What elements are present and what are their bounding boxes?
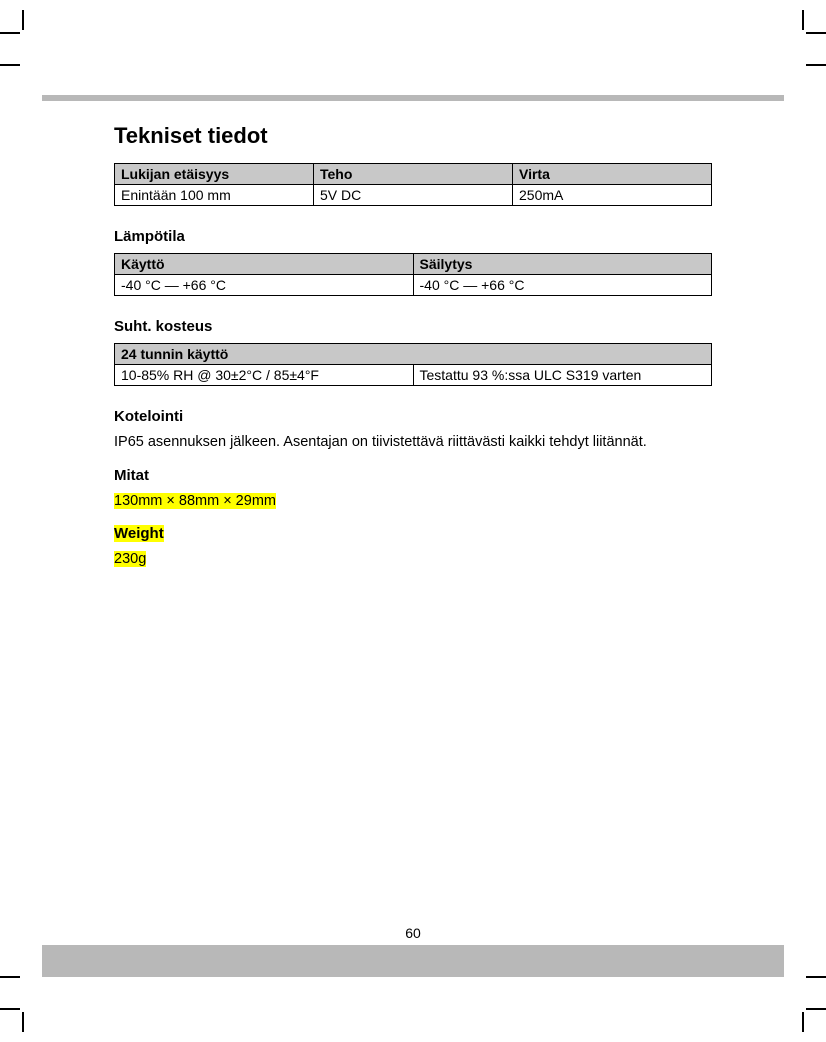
section-heading-enclosure: Kotelointi bbox=[114, 408, 712, 425]
enclosure-text: IP65 asennuksen jälkeen. Asentajan on ti… bbox=[114, 433, 712, 453]
section-heading-weight: Weight bbox=[114, 525, 712, 542]
crop-mark bbox=[0, 64, 20, 66]
weight-text: 230g bbox=[114, 550, 712, 570]
table-cell: -40 °C — +66 °C bbox=[115, 275, 414, 296]
spec-table-humidity: 24 tunnin käyttö 10-85% RH @ 30±2°C / 85… bbox=[114, 343, 712, 386]
crop-mark bbox=[806, 32, 826, 34]
page-number: 60 bbox=[42, 925, 784, 941]
crop-mark bbox=[22, 10, 24, 30]
crop-mark bbox=[0, 1008, 20, 1010]
table-cell: 250mA bbox=[513, 185, 712, 206]
crop-mark bbox=[806, 976, 826, 978]
dimensions-value: 130mm × 88mm × 29mm bbox=[114, 493, 276, 509]
crop-mark bbox=[802, 1012, 804, 1032]
crop-mark bbox=[806, 1008, 826, 1010]
crop-mark bbox=[802, 10, 804, 30]
weight-value: 230g bbox=[114, 551, 146, 567]
table-header: Lukijan etäisyys bbox=[115, 164, 314, 185]
bottom-bar bbox=[42, 945, 784, 977]
weight-heading: Weight bbox=[114, 525, 164, 542]
table-cell: 5V DC bbox=[314, 185, 513, 206]
content-area: Tekniset tiedot Lukijan etäisyys Teho Vi… bbox=[42, 101, 784, 570]
table-header: 24 tunnin käyttö bbox=[115, 344, 712, 365]
table-header: Käyttö bbox=[115, 254, 414, 275]
spec-table-temperature: Käyttö Säilytys -40 °C — +66 °C -40 °C —… bbox=[114, 253, 712, 296]
spec-table-main: Lukijan etäisyys Teho Virta Enintään 100… bbox=[114, 163, 712, 206]
table-cell: Testattu 93 %:ssa ULC S319 varten bbox=[413, 365, 712, 386]
crop-mark bbox=[0, 32, 20, 34]
section-heading-humidity: Suht. kosteus bbox=[114, 318, 712, 335]
table-header: Virta bbox=[513, 164, 712, 185]
section-heading-dimensions: Mitat bbox=[114, 467, 712, 484]
page: Tekniset tiedot Lukijan etäisyys Teho Vi… bbox=[42, 95, 784, 977]
table-cell: Enintään 100 mm bbox=[115, 185, 314, 206]
table-cell: 10-85% RH @ 30±2°C / 85±4°F bbox=[115, 365, 414, 386]
section-heading-temperature: Lämpötila bbox=[114, 228, 712, 245]
dimensions-text: 130mm × 88mm × 29mm bbox=[114, 492, 712, 512]
page-title: Tekniset tiedot bbox=[114, 123, 712, 149]
table-header: Säilytys bbox=[413, 254, 712, 275]
crop-mark bbox=[0, 976, 20, 978]
crop-mark bbox=[22, 1012, 24, 1032]
table-cell: -40 °C — +66 °C bbox=[413, 275, 712, 296]
table-header: Teho bbox=[314, 164, 513, 185]
crop-mark bbox=[806, 64, 826, 66]
